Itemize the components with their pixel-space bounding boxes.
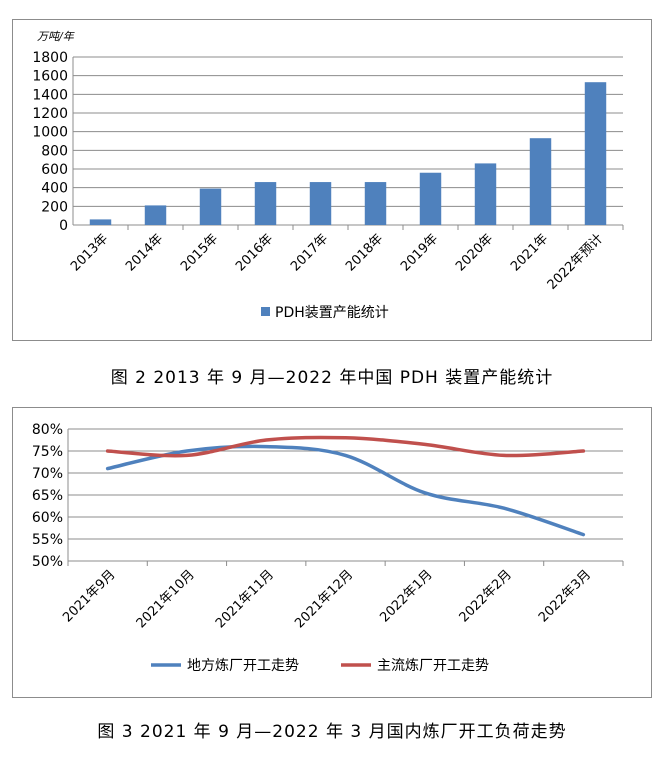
x-tick-label: 2021年9月: [60, 567, 118, 625]
bar-chart-svg: 万吨/年 0 200 400 600 800 1000 1200 1400 1600 1800 201…: [32, 30, 624, 321]
y-tick-label: 1200: [32, 106, 68, 122]
x-tick-label: 2017年: [288, 231, 331, 274]
y-tick-label: 75%: [32, 444, 63, 460]
bar: [529, 138, 552, 225]
bar: [144, 205, 167, 225]
x-tick-label: 2021年: [508, 231, 551, 274]
bar: [419, 172, 442, 225]
y-tick-label: 80%: [32, 422, 63, 438]
figure-2-caption: 图 2 2013 年 9 月—2022 年中国 PDH 装置产能统计: [110, 368, 554, 388]
y-tick-label: 0: [59, 218, 68, 234]
y-tick-label: 1000: [32, 125, 68, 141]
x-tick-label: 2022年1月: [377, 567, 435, 625]
y-tick-label: 600: [41, 162, 68, 178]
x-tick-label: 2019年: [398, 231, 441, 274]
legend-label: 主流炼厂开工走势: [377, 658, 489, 674]
figure-3-caption: 图 3 2021 年 9 月—2022 年 3 月国内炼厂开工负荷走势: [97, 722, 567, 742]
x-tick-label: 2015年: [178, 231, 221, 274]
y-tick-label: 800: [41, 143, 68, 159]
line-chart-panel: 50% 55% 60% 65% 70% 75% 80% 2021年9月 2021年10月 2021…: [12, 407, 652, 698]
bar: [474, 163, 497, 225]
x-tick-label: 2022年2月: [457, 567, 515, 625]
x-tick-label: 2016年: [233, 231, 276, 274]
x-tick-label: 2020年: [453, 231, 496, 274]
y-unit-label: 万吨/年: [37, 30, 75, 43]
line-chart-svg: 50%55%60%65%70%75%80%2021年9月 2021年10月 2021…: [32, 422, 624, 674]
bar: [364, 182, 387, 225]
series-line-main-refinery: [105, 435, 586, 458]
legend-label: 地方炼厂开工走势: [187, 658, 299, 674]
series-line-local-refinery: [105, 444, 586, 537]
bar: [254, 182, 277, 225]
y-tick-label: 400: [41, 181, 68, 197]
y-tick-label: 65%: [32, 488, 63, 504]
bar: [584, 82, 607, 225]
legend-swatch: [261, 307, 270, 316]
y-tick-label: 60%: [32, 510, 63, 526]
x-tick-label: 2022年3月: [536, 567, 594, 625]
y-tick-label: 1600: [32, 69, 68, 85]
y-tick-label: 70%: [32, 466, 63, 482]
x-tick-label: 2022年预计: [545, 231, 607, 293]
y-tick-label: 55%: [32, 532, 63, 548]
x-tick-label: 2013年: [68, 231, 111, 274]
x-tick-label: 2021年11月: [213, 567, 277, 631]
bar: [199, 188, 222, 225]
x-tick-label: 2018年: [343, 231, 386, 274]
y-tick-label: 1800: [32, 50, 68, 66]
bar: [89, 219, 112, 225]
x-tick-label: 2021年10月: [134, 567, 198, 631]
x-tick-label: 2021年12月: [292, 567, 356, 631]
y-tick-label: 50%: [32, 554, 63, 570]
x-tick-label: 2014年: [123, 231, 166, 274]
y-tick-label: 1400: [32, 87, 68, 103]
y-tick-label: 200: [41, 199, 68, 215]
legend-label: PDH装置产能统计: [275, 305, 389, 321]
bar: [309, 182, 332, 225]
bar-chart-panel: 万吨/年 0 200 400 600 800 1000 1200 1400 1600 1800 201…: [12, 19, 652, 341]
